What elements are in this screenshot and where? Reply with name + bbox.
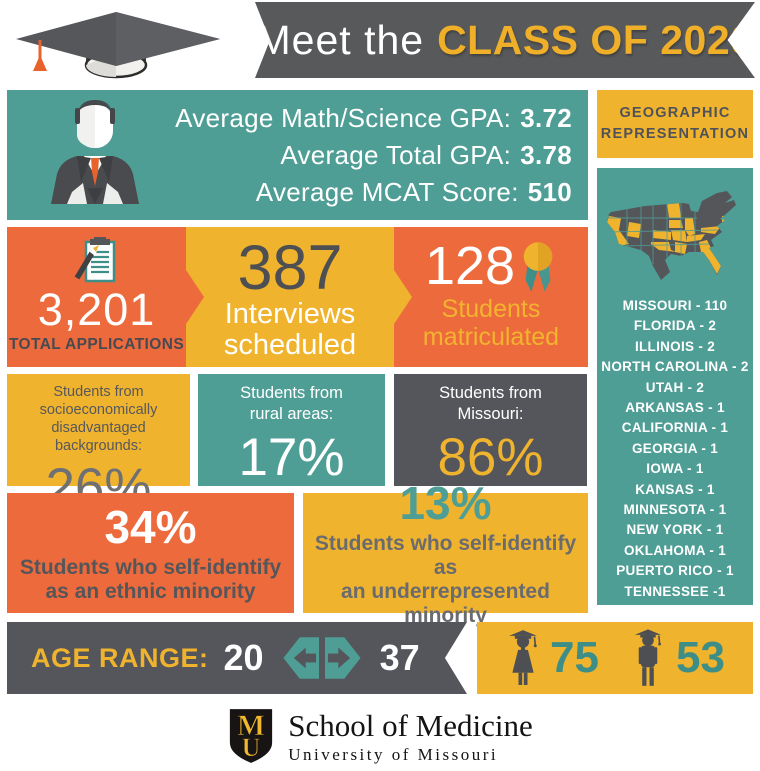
state-item: MISSOURI - 110 — [622, 298, 728, 313]
averages-panel: Average Math/Science GPA: 3.72 Average T… — [7, 90, 588, 220]
interviews-box: 387 Interviews scheduled — [186, 227, 412, 367]
header-banner: Meet the CLASS OF 2026 — [255, 2, 755, 78]
avg-label: Average MCAT Score: — [255, 177, 519, 207]
applications-count: 3,201 — [37, 284, 156, 335]
state-item: ARKANSAS - 1 — [625, 400, 725, 416]
underrepresented-minority-value: 13% — [399, 477, 492, 529]
interviews-label-line2: scheduled — [223, 329, 357, 361]
avg-value: 3.78 — [520, 140, 572, 170]
missouri-value: 86% — [437, 428, 544, 487]
avg-label: Average Total GPA: — [280, 140, 512, 170]
missouri-label-line1: Students from — [439, 384, 542, 402]
avg-mcat-score: Average MCAT Score: 510 — [175, 174, 572, 211]
geographic-header: GEOGRAPHIC REPRESENTATION — [597, 90, 753, 158]
female-graduate-icon — [505, 627, 541, 689]
state-item: CALIFORNIA - 1 — [621, 420, 729, 436]
matriculated-count: 128 — [424, 236, 516, 296]
age-min: 20 — [223, 637, 264, 678]
svg-text:U: U — [242, 733, 261, 762]
averages-list: Average Math/Science GPA: 3.72 Average T… — [175, 100, 572, 211]
rural-value: 17% — [238, 428, 345, 487]
state-item: KANSAS - 1 — [635, 481, 715, 497]
female-count: 75 — [550, 633, 599, 682]
clipboard-pencil-icon — [73, 236, 121, 286]
ethnic-minority-label-line2: as an ethnic minority — [45, 580, 256, 603]
state-item: IOWA - 1 — [646, 461, 704, 477]
rural-label-line2: rural areas: — [249, 405, 334, 423]
geo-title-line1: GEOGRAPHIC — [619, 105, 731, 121]
us-map-icon — [605, 186, 745, 290]
missouri-box: Students from Missouri: 86% — [394, 374, 587, 487]
state-item: MINNESOTA - 1 — [623, 502, 727, 518]
geo-title-line2: REPRESENTATION — [600, 126, 750, 142]
avg-math-science-gpa: Average Math/Science GPA: 3.72 — [175, 100, 572, 137]
interviews-count: 387 — [237, 233, 343, 303]
student-avatar-icon — [47, 96, 143, 208]
matriculated-label-line2: matriculated — [422, 323, 560, 351]
ethnic-minority-label: Students who self-identify as an ethnic … — [20, 556, 281, 604]
avg-value: 3.72 — [520, 103, 572, 133]
mu-shield-logo: M U — [227, 708, 275, 764]
total-applications-box: 3,201 TOTAL APPLICATIONS — [7, 227, 204, 367]
state-count-list: MISSOURI - 110 FLORIDA - 2 ILLINOIS - 2 … — [597, 296, 753, 602]
interviews-label: Interviews scheduled — [224, 299, 356, 361]
male-graduate-icon — [631, 627, 667, 689]
graduation-cap-icon — [8, 8, 223, 82]
avg-value: 510 — [527, 177, 572, 207]
state-item: OKLAHOMA - 1 — [623, 542, 727, 558]
missouri-label: Students from Missouri: — [439, 383, 542, 425]
missouri-label-line2: Missouri: — [457, 405, 524, 423]
state-item: ILLINOIS - 2 — [634, 338, 716, 354]
rural-label-line1: Students from — [240, 384, 343, 402]
ethnic-minority-label-line1: Students who self-identify — [19, 556, 282, 579]
double-arrow-icon — [279, 629, 365, 687]
socioeconomic-label-line2: disadvantaged backgrounds: — [51, 420, 146, 454]
state-item: UTAH - 2 — [645, 379, 705, 395]
applications-label: TOTAL APPLICATIONS — [8, 336, 185, 353]
svg-text:M: M — [237, 709, 265, 742]
age-range-bar: AGE RANGE: 20 37 — [7, 622, 467, 694]
state-item: GEORGIA - 1 — [631, 440, 719, 456]
male-count: 53 — [676, 633, 725, 682]
underrepresented-minority-box: 13% Students who self-identify as an und… — [303, 478, 588, 627]
footer-university-name: University of Missouri — [288, 745, 499, 764]
state-item: NORTH CAROLINA - 2 — [601, 359, 749, 375]
underrepresented-label-line2: an underrepresented minority — [341, 580, 550, 627]
header-title-prefix: Meet the — [256, 16, 425, 63]
age-max: 37 — [379, 637, 420, 678]
ethnic-minority-box: 34% Students who self-identify as an eth… — [7, 493, 294, 613]
rural-box: Students from rural areas: 17% — [198, 374, 385, 487]
avg-label: Average Math/Science GPA: — [175, 103, 512, 133]
avg-total-gpa: Average Total GPA: 3.78 — [175, 137, 572, 174]
matriculated-box: 128 Students matriculated — [394, 227, 588, 367]
ethnic-minority-value: 34% — [104, 501, 197, 553]
state-item: NEW YORK - 1 — [626, 522, 724, 538]
gender-count-box: 75 53 — [477, 622, 753, 694]
socioeconomic-label-line1: Students from socioeconomically — [39, 384, 158, 418]
award-ribbon-icon — [519, 239, 557, 295]
state-item: PUERTO RICO - 1 — [616, 563, 734, 579]
geographic-panel: MISSOURI - 110 FLORIDA - 2 ILLINOIS - 2 … — [597, 168, 753, 605]
footer: M U School of Medicine University of Mis… — [0, 700, 760, 771]
state-item: FLORIDA - 2 — [633, 318, 717, 334]
underrepresented-label-line1: Students who self-identify as — [314, 532, 577, 579]
age-range-label: AGE RANGE: — [31, 642, 209, 673]
header-title-highlight: CLASS OF 2026 — [437, 16, 754, 63]
socioeconomic-box: Students from socioeconomically disadvan… — [7, 374, 190, 517]
matriculated-label: Students matriculated — [423, 295, 559, 351]
matriculated-label-line1: Students — [441, 295, 541, 323]
interviews-label-line1: Interviews — [224, 298, 356, 330]
state-item: TENNESSEE -1 — [624, 583, 726, 599]
rural-label: Students from rural areas: — [240, 383, 343, 425]
socioeconomic-label: Students from socioeconomically disadvan… — [7, 383, 190, 455]
footer-school-name: School of Medicine — [288, 708, 533, 743]
underrepresented-minority-label: Students who self-identify as an underre… — [303, 532, 588, 628]
